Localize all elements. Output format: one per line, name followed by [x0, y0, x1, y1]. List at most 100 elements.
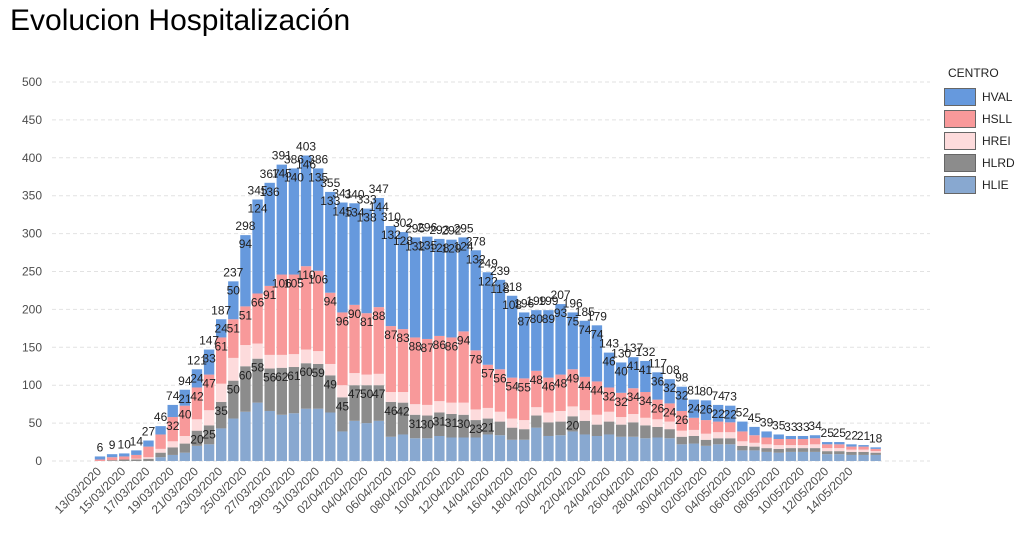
segment-label-hsll: 87	[421, 341, 435, 355]
bar-segment-hval	[482, 272, 494, 365]
legend-label: HREI	[982, 134, 1011, 148]
bar-segment-hsll	[325, 292, 336, 364]
bar-segment-hlie	[773, 452, 784, 461]
total-label: 249	[478, 256, 498, 270]
total-label: 403	[296, 140, 316, 154]
bar-segment-hlie	[555, 435, 566, 461]
bar-segment-hsll	[94, 459, 106, 461]
bar-segment-hval	[652, 372, 663, 400]
legend-key	[944, 176, 976, 194]
bar-segment-hrei	[834, 448, 845, 452]
segment-label-hsll: 87	[384, 328, 398, 342]
segment-label-hval: 74	[578, 323, 592, 337]
bar-segment-hrei	[822, 448, 833, 452]
bar-segment-hsll	[725, 422, 736, 433]
y-tick-label: 150	[22, 340, 42, 354]
bar-segment-hsll	[543, 377, 554, 413]
bar-segment-hsll	[555, 374, 566, 411]
bar-segment-hrei	[519, 420, 530, 430]
bar-segment-hlie	[337, 431, 348, 461]
total-label: 239	[490, 264, 510, 278]
bar-segment-hsll	[591, 381, 603, 415]
total-label: 80	[699, 384, 713, 398]
segment-label-hsll: 86	[445, 339, 459, 353]
bar-segment-hsll	[349, 304, 360, 374]
bar-segment-hsll	[652, 399, 663, 420]
total-label: 130	[611, 346, 631, 360]
bar-segment-hval	[834, 442, 845, 445]
bar-segment-hlie	[749, 450, 760, 461]
bar-segment-hsll	[676, 410, 687, 431]
segment-label-hsll: 32	[602, 389, 616, 403]
bar-segment-hrei	[543, 412, 554, 423]
y-tick-label: 500	[22, 75, 42, 89]
total-label: 117	[648, 356, 667, 370]
segment-label-hval: 124	[248, 201, 268, 215]
total-label: 278	[466, 234, 486, 248]
bar-segment-hval	[567, 312, 578, 370]
total-label: 121	[187, 353, 207, 367]
bar-segment-hsll	[373, 307, 384, 374]
bar-segment-hval	[773, 434, 784, 440]
segment-label-hlrd: 59	[311, 366, 325, 380]
total-label: 207	[551, 288, 571, 302]
bar-segment-hlrd	[458, 414, 469, 438]
bar-segment-hsll	[785, 439, 797, 446]
segment-label-hval: 75	[566, 314, 580, 328]
bar-segment-hlie	[216, 428, 227, 461]
bar-segment-hlrd	[203, 425, 215, 445]
bar-segment-hlrd	[555, 421, 566, 436]
bar-segment-hrei	[373, 373, 384, 386]
segment-label-hval: 22	[711, 407, 725, 421]
bar-segment-hrei	[203, 410, 215, 426]
legend: CENTRO HVAL HSLL HREI HLRD HLIE	[944, 66, 1015, 196]
bar-segment-hval	[312, 168, 324, 271]
bar-segment-hrei	[531, 407, 542, 416]
bar-segment-hlie	[846, 454, 857, 461]
bar-segment-hsll	[240, 306, 251, 346]
segment-label-hsll: 66	[251, 295, 265, 309]
bar-segment-hval	[785, 435, 797, 440]
bar-segment-hlrd	[870, 452, 881, 455]
bar-segment-hsll	[167, 417, 178, 442]
segment-label-hval: 74	[590, 327, 604, 341]
segment-label-hsll: 88	[408, 339, 422, 353]
segment-label-hval: 133	[320, 194, 340, 208]
total-label: 74	[711, 389, 725, 403]
bar-segment-hval	[725, 405, 736, 423]
total-label: 132	[635, 345, 655, 359]
segment-label-hsll: 106	[308, 273, 328, 287]
bar-segment-hsll	[519, 378, 530, 421]
bar-segment-hval	[494, 279, 506, 370]
bar-segment-hlrd	[579, 420, 590, 435]
y-tick-label: 0	[35, 454, 42, 468]
total-label: 237	[223, 265, 243, 279]
legend-label: HSLL	[982, 112, 1013, 126]
segment-label-hval: 128	[393, 234, 413, 248]
total-label: 73	[724, 390, 738, 404]
total-label: 296	[417, 221, 437, 235]
bar-segment-hlrd	[300, 363, 312, 409]
bar-segment-hval	[519, 312, 530, 379]
bar-segment-hlrd	[385, 401, 397, 437]
bar-segment-hval	[288, 168, 300, 275]
bar-segment-hsll	[531, 370, 542, 408]
segment-label-hval: 94	[239, 237, 253, 251]
bar-segment-hval	[531, 310, 542, 371]
bar-segment-hrei	[264, 354, 275, 369]
bar-segment-hlrd	[276, 367, 287, 415]
total-label: 310	[381, 210, 401, 224]
segment-label-hval: 132	[466, 252, 486, 266]
bar-segment-hval	[264, 182, 275, 286]
bar-segment-hsll	[143, 446, 154, 458]
legend-item-hlie: HLIE	[944, 174, 1015, 196]
bar-segment-hlie	[615, 436, 627, 461]
segment-label-hval: 22	[724, 408, 738, 422]
bar-segment-hsll	[312, 270, 324, 352]
bar-segment-hlrd	[809, 448, 821, 452]
bar-segment-hsll	[228, 319, 239, 358]
bar-segment-hsll	[579, 376, 590, 411]
bar-segment-hlrd	[349, 385, 360, 421]
bar-segment-hlie	[761, 451, 772, 461]
